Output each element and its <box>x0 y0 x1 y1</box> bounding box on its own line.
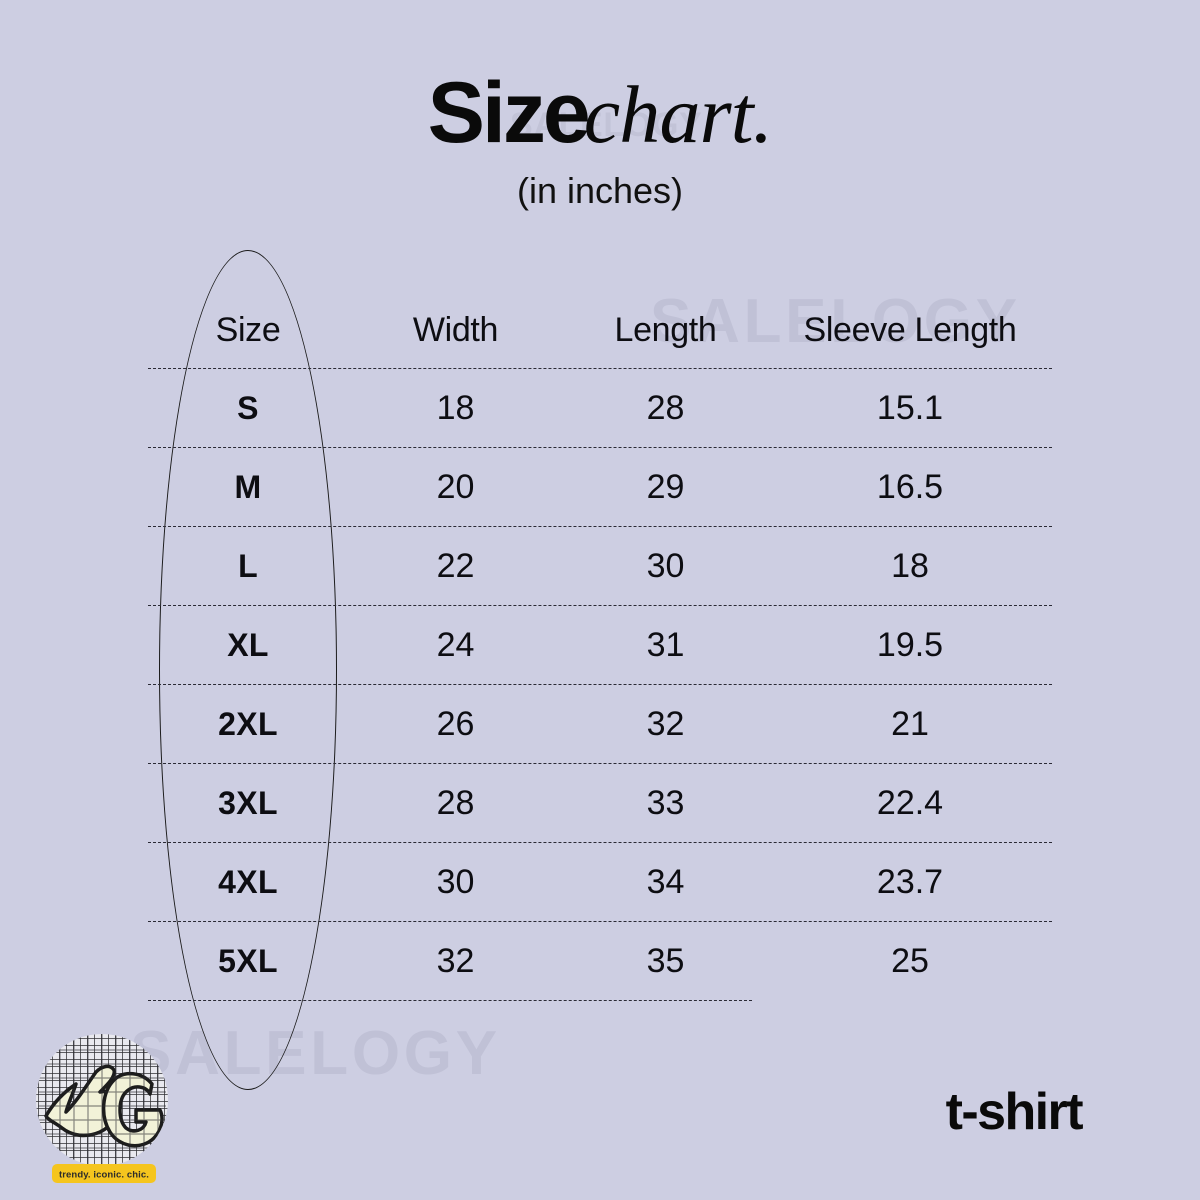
watermark-title: SALELOGY <box>510 106 703 144</box>
cell-length: 32 <box>646 704 685 743</box>
cell-width: 20 <box>436 467 475 506</box>
watermark-bottom: SALELOGY <box>130 1019 501 1088</box>
table-row: 2XL 26 32 21 <box>148 684 1052 763</box>
cell-size: 3XL <box>218 784 278 821</box>
table-row: 5XL 32 35 25 <box>148 921 1052 1000</box>
cell-size: S <box>237 389 259 426</box>
cell-size: 2XL <box>218 705 278 742</box>
column-header-length: Length <box>614 310 717 349</box>
table-row: 4XL 30 34 23.7 <box>148 842 1052 921</box>
cell-length: 29 <box>646 467 685 506</box>
column-header-width: Width <box>412 310 499 349</box>
cell-width: 22 <box>436 546 475 585</box>
brand-logo: trendy. iconic. chic. <box>24 1024 184 1200</box>
cell-length: 31 <box>646 625 685 664</box>
table-row: S 18 28 15.1 <box>148 368 1052 447</box>
cell-sleeve-length: 23.7 <box>876 862 944 901</box>
cell-size: 4XL <box>218 863 278 900</box>
cell-sleeve-length: 25 <box>891 941 929 980</box>
watermark-header: SALELOGY <box>650 287 1021 356</box>
cell-width: 32 <box>436 941 475 980</box>
table-row: 3XL 28 33 22.4 <box>148 763 1052 842</box>
logo-tagline-banner: trendy. iconic. chic. <box>52 1164 156 1183</box>
cell-sleeve-length: 22.4 <box>876 783 944 822</box>
table-header-row: Size Width Length Sleeve Length <box>148 292 1052 368</box>
table-row: L 22 30 18 <box>148 526 1052 605</box>
page-title: Sizechart. (in inches) <box>0 70 1200 212</box>
cell-length: 34 <box>646 862 685 901</box>
cell-width: 28 <box>436 783 475 822</box>
cell-size: XL <box>227 626 269 663</box>
title-subtitle: (in inches) <box>516 170 684 211</box>
garment-type-label: t-shirt <box>945 1083 1084 1141</box>
cell-sleeve-length: 15.1 <box>876 388 944 427</box>
logo-monogram <box>38 1034 166 1166</box>
cell-length: 33 <box>646 783 685 822</box>
column-header-size: Size <box>215 310 281 349</box>
column-header-sleeve-length: Sleeve Length <box>803 310 1017 349</box>
cell-sleeve-length: 16.5 <box>876 467 944 506</box>
cell-size: L <box>238 547 258 584</box>
cell-length: 30 <box>646 546 685 585</box>
cell-length: 35 <box>646 941 685 980</box>
table-bottom-rule <box>148 999 752 1001</box>
cell-width: 24 <box>436 625 475 664</box>
size-chart-table: Size Width Length Sleeve Length S 18 28 … <box>148 292 1052 1001</box>
cell-sleeve-length: 18 <box>891 546 929 585</box>
table-row: XL 24 31 19.5 <box>148 605 1052 684</box>
cell-width: 26 <box>436 704 475 743</box>
title-word-chart: chart. <box>583 69 773 160</box>
cell-width: 18 <box>436 388 475 427</box>
logo-tagline-label: trendy. iconic. chic. <box>59 1170 149 1181</box>
cell-width: 30 <box>436 862 475 901</box>
title-word-size: Size <box>427 65 591 161</box>
cell-size: 5XL <box>218 942 278 979</box>
table-row: M 20 29 16.5 <box>148 447 1052 526</box>
cell-length: 28 <box>646 388 685 427</box>
cell-sleeve-length: 21 <box>891 704 929 743</box>
cell-sleeve-length: 19.5 <box>876 625 944 664</box>
cell-size: M <box>234 468 262 505</box>
